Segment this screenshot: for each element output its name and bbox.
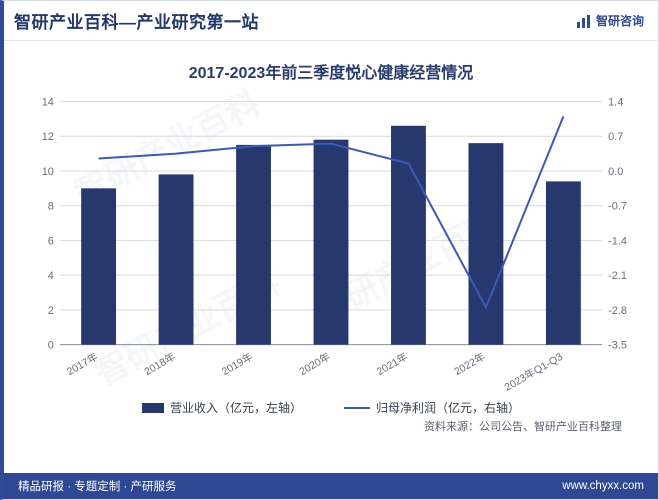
svg-text:2023年Q1-Q3: 2023年Q1-Q3 xyxy=(502,350,565,393)
svg-text:6: 6 xyxy=(48,235,54,247)
svg-text:12: 12 xyxy=(42,131,54,143)
line-swatch xyxy=(344,407,370,409)
svg-text:4: 4 xyxy=(48,270,54,282)
svg-text:2017年: 2017年 xyxy=(64,350,100,378)
footer-left: 精品研报 · 专题定制 · 产研服务 xyxy=(18,478,176,494)
header-title: 智研产业百科—产业研究第一站 xyxy=(14,8,259,33)
chart-title: 2017-2023年前三季度悦心健康经营情况 xyxy=(22,59,640,83)
svg-text:10: 10 xyxy=(42,166,54,178)
bar-swatch xyxy=(142,403,164,413)
brand-chart-icon xyxy=(576,13,592,29)
chart-area: 智研产业百科 智研产业百科 智研产业百科 2017-2023年前三季度悦心健康经… xyxy=(4,41,658,473)
svg-text:2022年: 2022年 xyxy=(452,350,488,378)
header-brand: 智研咨询 xyxy=(576,12,644,29)
svg-text:2018年: 2018年 xyxy=(142,350,178,378)
svg-text:0.7: 0.7 xyxy=(608,131,623,143)
svg-text:1.4: 1.4 xyxy=(608,96,623,108)
footer-bar: 精品研报 · 专题定制 · 产研服务 www.chyxx.com xyxy=(4,473,658,499)
svg-text:2019年: 2019年 xyxy=(219,350,255,378)
svg-text:2021年: 2021年 xyxy=(374,350,410,378)
header-bar: 智研产业百科—产业研究第一站 智研咨询 xyxy=(4,1,658,41)
card-container: 智研产业百科—产业研究第一站 智研咨询 智研产业百科 智研产业百科 智研产业百科… xyxy=(0,0,659,500)
svg-text:14: 14 xyxy=(42,96,54,108)
svg-text:0: 0 xyxy=(48,340,54,352)
svg-text:2020年: 2020年 xyxy=(297,350,333,378)
brand-label: 智研咨询 xyxy=(596,12,644,29)
chart-legend: 营业收入（亿元，左轴） 归母净利润（亿元，右轴） xyxy=(22,399,640,416)
svg-text:-2.1: -2.1 xyxy=(608,270,627,282)
source-text: 资料来源：公司公告、智研产业百科整理 xyxy=(22,416,640,434)
svg-text:2: 2 xyxy=(48,305,54,317)
svg-text:-1.4: -1.4 xyxy=(608,235,627,247)
footer-right: www.chyxx.com xyxy=(562,480,644,492)
svg-text:-3.5: -3.5 xyxy=(608,340,627,352)
svg-text:0.0: 0.0 xyxy=(608,166,623,178)
chart-plot: 0 -3.5 2 -2.8 4 -2.1 6 -1.4 8 -0.7 10 0.0 12 0.7 14 1.4… xyxy=(22,93,640,393)
legend-item-line: 归母净利润（亿元，右轴） xyxy=(344,399,520,416)
svg-text:-2.8: -2.8 xyxy=(608,305,627,317)
legend-bar-label: 营业收入（亿元，左轴） xyxy=(170,399,302,416)
legend-line-label: 归母净利润（亿元，右轴） xyxy=(376,399,520,416)
svg-text:-0.7: -0.7 xyxy=(608,201,627,213)
chart-svg: 0 -3.5 2 -2.8 4 -2.1 6 -1.4 8 -0.7 10 0.0 12 0.7 14 1.4… xyxy=(22,93,640,393)
legend-item-bar: 营业收入（亿元，左轴） xyxy=(142,399,302,416)
svg-text:8: 8 xyxy=(48,201,54,213)
